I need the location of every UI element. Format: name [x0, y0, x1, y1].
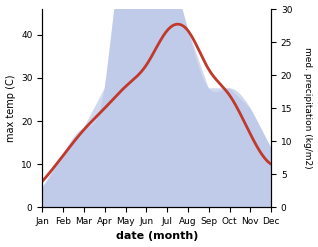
X-axis label: date (month): date (month) — [115, 231, 198, 242]
Y-axis label: med. precipitation (kg/m2): med. precipitation (kg/m2) — [303, 47, 313, 169]
Y-axis label: max temp (C): max temp (C) — [5, 74, 16, 142]
